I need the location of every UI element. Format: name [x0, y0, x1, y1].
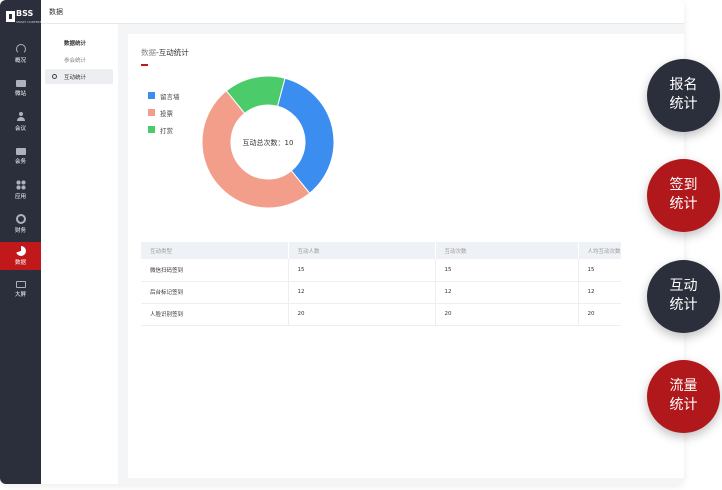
subnav-group-title: 数据统计 [64, 41, 87, 47]
table-cell: 后台标记签到 [141, 281, 289, 304]
table-cell: 12 [288, 281, 436, 304]
nav-item-label: 应用 [14, 194, 26, 200]
table-cell: 微信扫码签到 [141, 259, 289, 282]
legend-label: 打赏 [160, 127, 173, 135]
table-cell: 20 [435, 303, 579, 326]
fab-line1: 互动 [669, 278, 698, 294]
fab-line1: 签到 [669, 177, 698, 193]
coin-icon [15, 214, 26, 224]
page-title: 数据 [49, 8, 63, 16]
nav-item-finance[interactable]: 财务 [0, 210, 41, 238]
legend-swatch [148, 92, 155, 99]
column-header: 互动次数 [435, 242, 579, 259]
logo: BSS SMART CONFERENCE [6, 8, 48, 28]
table-cell: 12 [578, 281, 621, 304]
fab-line1: 流量 [669, 378, 698, 394]
nav-item-data[interactable]: 数据 [0, 242, 41, 270]
logo-cube-icon [6, 11, 15, 22]
breadcrumb: 数据-互动统计 [141, 47, 189, 58]
fab-checkin-stats[interactable]: 签到 统计 [647, 159, 720, 232]
briefcase-icon [15, 148, 26, 155]
nav-item-label: 财务 [14, 228, 26, 234]
breadcrumb-root[interactable]: 数据 [141, 48, 156, 57]
nav-item-affairs[interactable]: 会务 [0, 142, 41, 170]
logo-text: BSS [16, 9, 34, 18]
breadcrumb-current: 互动统计 [158, 48, 189, 57]
fab-line2: 统计 [669, 96, 698, 112]
nav-item-microsite[interactable]: 微站 [0, 74, 41, 102]
donut-slice[interactable] [276, 77, 335, 194]
table-cell: 人脸识别签到 [141, 303, 289, 326]
nav-item-label: 会务 [14, 159, 26, 165]
main-panel: 数据-互动统计 留言墙 投票 打赏 互动总次数：10 互动类 [128, 34, 684, 478]
nav-item-apps[interactable]: 应用 [0, 176, 41, 204]
subnav-item-label: 互动统计 [64, 75, 87, 81]
screen-icon [15, 281, 26, 288]
table-cell: 12 [435, 281, 579, 304]
circle-icon [52, 74, 57, 79]
grid-icon [15, 180, 26, 190]
legend-swatch [148, 126, 155, 133]
legend-swatch [148, 109, 155, 116]
fab-line2: 统计 [669, 397, 698, 413]
donut-slice[interactable] [225, 75, 286, 114]
title-accent-bar [141, 64, 148, 66]
legend-label: 留言墙 [160, 93, 180, 101]
gauge-icon [15, 44, 26, 54]
nav-item-meeting[interactable]: 会议 [0, 108, 41, 136]
table-cell: 15 [435, 259, 579, 282]
sub-sidebar: 数据统计 参会统计 互动统计 [41, 24, 118, 484]
table-cell: 20 [578, 303, 621, 326]
breadcrumb-separator: - [156, 48, 159, 57]
nav-item-label: 微站 [14, 91, 26, 97]
subnav-item-interaction[interactable]: 互动统计 [45, 69, 113, 84]
fab-line2: 统计 [669, 196, 698, 212]
column-header: 人均互动次数 [578, 242, 621, 259]
store-icon [15, 80, 26, 87]
nav-item-label: 大屏 [14, 292, 26, 298]
stats-table: 互动类型 互动人数 互动次数 人均互动次数 微信扫码签到 15 15 15 后台… [141, 242, 621, 326]
fab-line2: 统计 [669, 297, 698, 313]
table-row: 后台标记签到 12 12 12 [141, 281, 621, 304]
main-sidebar: BSS SMART CONFERENCE 概况 微站 会议 会务 应用 财务 [0, 0, 48, 484]
table-row: 人脸识别签到 20 20 20 [141, 303, 621, 326]
legend-label: 投票 [160, 110, 173, 118]
nav-item-overview[interactable]: 概况 [0, 40, 41, 68]
nav-item-label: 数据 [14, 260, 26, 266]
nav-item-label: 概况 [14, 58, 26, 64]
table-cell: 20 [288, 303, 436, 326]
donut-chart: 互动总次数：10 [201, 75, 335, 209]
column-header: 互动人数 [288, 242, 436, 259]
table-cell: 15 [288, 259, 436, 282]
app-window: BSS SMART CONFERENCE 概况 微站 会议 会务 应用 财务 [0, 0, 684, 484]
fab-traffic-stats[interactable]: 流量 统计 [647, 360, 720, 433]
top-bar: 数据 [41, 0, 684, 24]
user-icon [16, 112, 26, 122]
donut-center-label: 互动总次数：10 [243, 138, 294, 147]
fab-registration-stats[interactable]: 报名 统计 [647, 59, 720, 132]
pie-icon [15, 246, 26, 256]
table-row: 微信扫码签到 15 15 15 [141, 259, 621, 282]
fab-interaction-stats[interactable]: 互动 统计 [647, 260, 720, 333]
table-cell: 15 [578, 259, 621, 282]
fab-line1: 报名 [669, 77, 698, 93]
donut-slice[interactable] [201, 90, 311, 209]
subnav-item-attendance[interactable]: 参会统计 [64, 58, 87, 64]
nav-item-bigscreen[interactable]: 大屏 [0, 277, 41, 305]
logo-subtext: SMART CONFERENCE [16, 20, 48, 24]
column-header: 互动类型 [141, 242, 289, 259]
table-header-row: 互动类型 互动人数 互动次数 人均互动次数 [141, 242, 621, 259]
nav-item-label: 会议 [14, 126, 26, 132]
